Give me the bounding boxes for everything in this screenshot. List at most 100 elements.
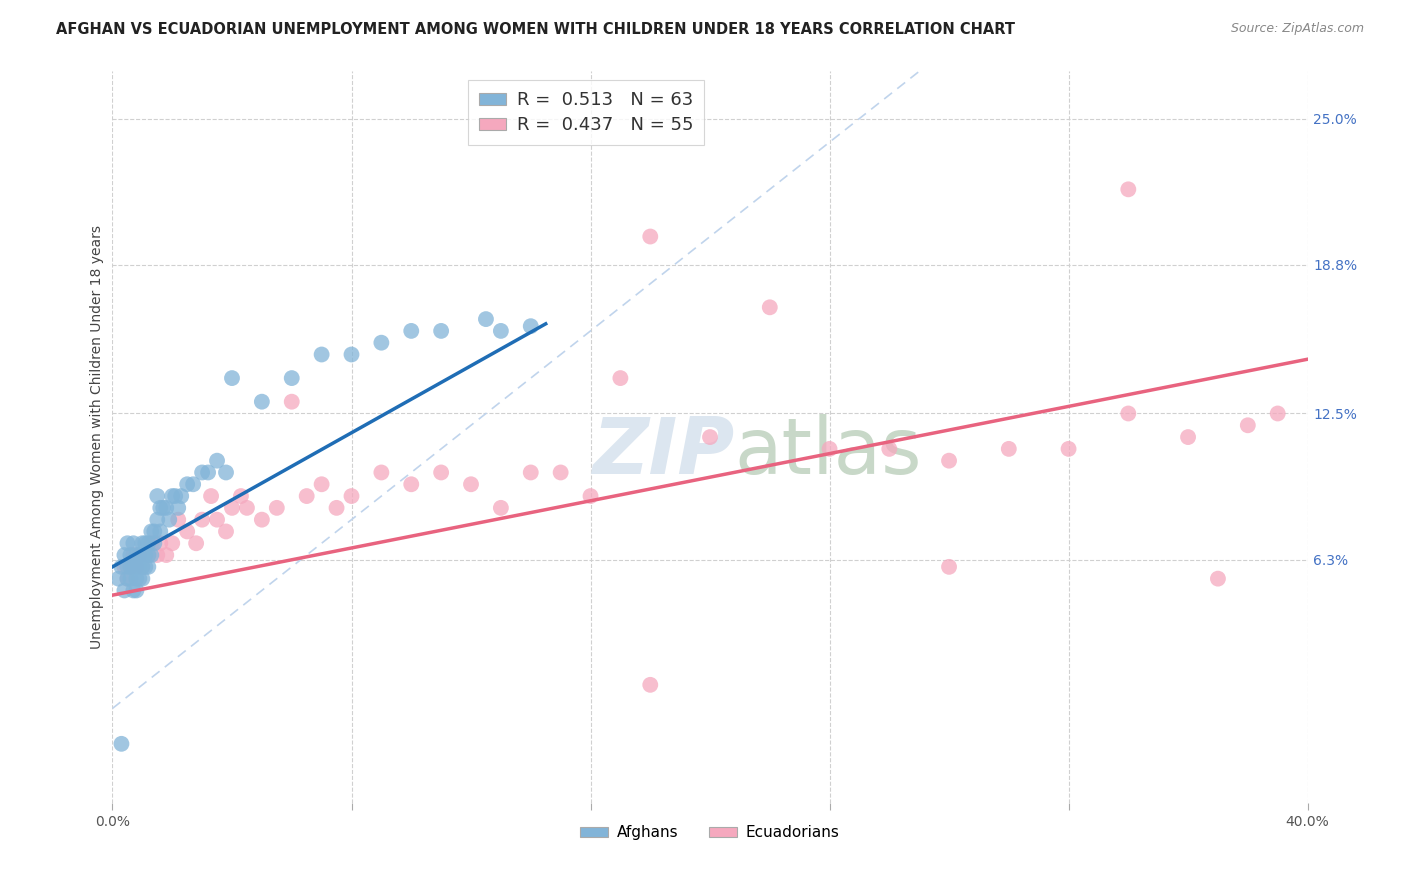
Point (1267, 407, 1289, 421)
Point (311, 477, 333, 491)
Point (120, 559, 142, 574)
Point (149, 536, 172, 550)
Point (489, 324, 512, 338)
Point (197, 466, 219, 480)
Point (146, 489, 169, 503)
Legend: Afghans, Ecuadorians: Afghans, Ecuadorians (574, 819, 846, 847)
Point (370, 335, 392, 350)
Point (141, 524, 163, 539)
Point (998, 442, 1021, 456)
Point (114, 548, 135, 562)
Point (340, 347, 363, 361)
Point (520, 466, 543, 480)
Point (122, 548, 145, 562)
Point (131, 559, 153, 574)
Point (134, 548, 156, 562)
Point (138, 548, 160, 562)
Point (110, 559, 132, 574)
Point (120, 572, 142, 586)
Point (1118, 407, 1140, 421)
Point (191, 466, 214, 480)
Point (221, 500, 243, 515)
Text: ZIP: ZIP (592, 414, 734, 490)
Point (176, 477, 198, 491)
Point (281, 371, 304, 385)
Point (191, 513, 214, 527)
Point (340, 489, 363, 503)
Point (122, 536, 145, 550)
Point (128, 572, 150, 586)
Point (200, 489, 222, 503)
Point (117, 572, 139, 586)
Point (122, 559, 145, 574)
Point (1057, 442, 1080, 456)
Point (430, 466, 453, 480)
Point (149, 500, 172, 515)
Point (131, 572, 153, 586)
Point (1237, 418, 1260, 433)
Point (125, 559, 148, 574)
Point (125, 583, 148, 598)
Point (128, 548, 150, 562)
Point (134, 536, 156, 550)
Point (107, 572, 129, 586)
Text: atlas: atlas (734, 414, 921, 490)
Point (205, 513, 228, 527)
Point (215, 466, 238, 480)
Point (640, 229, 662, 244)
Point (146, 513, 169, 527)
Point (281, 394, 304, 409)
Point (131, 548, 153, 562)
Point (186, 536, 208, 550)
Point (117, 559, 139, 574)
Point (125, 559, 148, 574)
Point (114, 583, 135, 598)
Point (167, 500, 190, 515)
Point (120, 559, 142, 574)
Point (250, 513, 273, 527)
Point (152, 500, 174, 515)
Point (325, 500, 347, 515)
Point (134, 559, 156, 574)
Point (221, 371, 243, 385)
Point (155, 548, 177, 562)
Text: AFGHAN VS ECUADORIAN UNEMPLOYMENT AMONG WOMEN WITH CHILDREN UNDER 18 YEARS CORRE: AFGHAN VS ECUADORIAN UNEMPLOYMENT AMONG … (56, 22, 1015, 37)
Y-axis label: Unemployment Among Women with Children Under 18 years: Unemployment Among Women with Children U… (90, 225, 104, 649)
Point (110, 737, 132, 751)
Point (125, 548, 148, 562)
Point (475, 312, 498, 326)
Text: Source: ZipAtlas.com: Source: ZipAtlas.com (1230, 22, 1364, 36)
Point (938, 559, 960, 574)
Point (176, 524, 198, 539)
Point (879, 442, 901, 456)
Point (640, 678, 662, 692)
Point (162, 536, 183, 550)
Point (1206, 572, 1229, 586)
Point (128, 559, 150, 574)
Point (143, 536, 166, 550)
Point (401, 477, 423, 491)
Point (149, 524, 172, 539)
Point (938, 453, 960, 467)
Point (128, 548, 150, 562)
Point (122, 583, 145, 598)
Point (609, 371, 631, 385)
Point (370, 466, 392, 480)
Point (699, 430, 721, 444)
Point (143, 524, 166, 539)
Point (759, 301, 782, 315)
Point (311, 347, 333, 361)
Point (131, 536, 153, 550)
Point (1118, 182, 1140, 196)
Point (236, 500, 259, 515)
Point (117, 572, 139, 586)
Point (266, 500, 288, 515)
Point (138, 536, 160, 550)
Point (157, 513, 180, 527)
Point (215, 524, 238, 539)
Point (141, 548, 163, 562)
Point (229, 489, 252, 503)
Point (138, 548, 160, 562)
Point (125, 572, 148, 586)
Point (114, 559, 135, 574)
